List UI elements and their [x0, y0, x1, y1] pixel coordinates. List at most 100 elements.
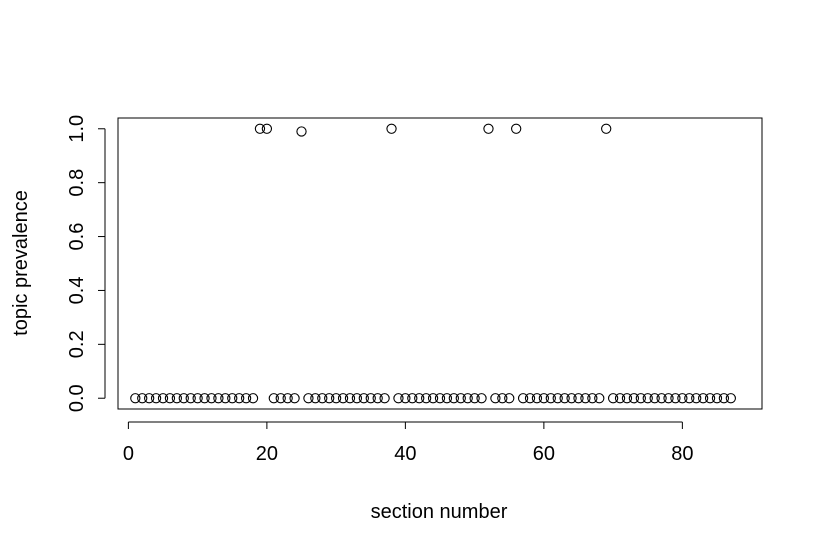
- data-point: [337, 393, 349, 404]
- data-point: [490, 393, 501, 404]
- data-point: [497, 393, 508, 404]
- data-point: [330, 393, 342, 404]
- data-point: [621, 393, 633, 404]
- data-point: [434, 393, 446, 404]
- data-point: [718, 393, 730, 404]
- data-point: [427, 393, 439, 404]
- y-tick-label: 0.6: [66, 223, 88, 251]
- data-point: [192, 393, 203, 404]
- x-axis: 0 20 40 60 80: [123, 421, 693, 465]
- y-tick-label: 0.2: [66, 330, 88, 358]
- data-point: [711, 393, 723, 404]
- data-point: [504, 393, 515, 404]
- data-point: [254, 123, 266, 134]
- data-point: [407, 393, 418, 404]
- data-point: [607, 393, 619, 404]
- data-point: [414, 393, 425, 404]
- data-point: [130, 393, 141, 404]
- data-point: [358, 393, 369, 404]
- data-point: [185, 393, 196, 404]
- data-point: [344, 393, 356, 404]
- data-point: [545, 393, 556, 404]
- data-point: [247, 393, 259, 404]
- data-point: [317, 393, 328, 404]
- data-point: [656, 393, 667, 404]
- data-point: [552, 393, 563, 404]
- data-point: [566, 393, 577, 404]
- y-tick-label: 0.8: [66, 169, 88, 197]
- data-point: [462, 393, 473, 404]
- x-axis-label: section number: [371, 501, 508, 523]
- x-tick-label: 40: [394, 443, 416, 465]
- data-point: [386, 123, 397, 134]
- data-point: [275, 393, 286, 404]
- y-tick-label: 1.0: [66, 115, 88, 143]
- data-point: [261, 123, 273, 134]
- data-point: [691, 393, 702, 404]
- data-point: [144, 393, 155, 404]
- data-point: [511, 123, 522, 134]
- data-point: [538, 393, 550, 404]
- data-point: [171, 393, 183, 404]
- data-point: [164, 393, 176, 404]
- data-point: [379, 393, 390, 404]
- data-point: [351, 393, 363, 404]
- data-point: [448, 393, 459, 404]
- data-point: [594, 393, 605, 404]
- data-point: [289, 393, 300, 404]
- data-point: [649, 393, 660, 404]
- data-point: [573, 393, 584, 404]
- data-point: [324, 393, 335, 404]
- data-point: [531, 393, 543, 404]
- data-point: [697, 393, 709, 404]
- data-point: [614, 393, 626, 404]
- data-point: [684, 393, 695, 404]
- data-point: [635, 393, 646, 404]
- data-point: [628, 393, 640, 404]
- data-point: [268, 393, 279, 404]
- data-point: [220, 393, 231, 404]
- data-point: [227, 393, 238, 404]
- data-point: [677, 393, 688, 404]
- data-point: [421, 393, 432, 404]
- data-point: [137, 393, 148, 404]
- data-point: [455, 393, 466, 404]
- data-point: [213, 393, 224, 404]
- x-tick-label: 60: [533, 443, 555, 465]
- data-point: [483, 123, 494, 134]
- y-axis: 0.0 0.2 0.4 0.6 0.8 1.0: [66, 115, 106, 412]
- data-point: [441, 393, 453, 404]
- data-point: [663, 393, 674, 404]
- x-tick-label: 0: [123, 443, 134, 465]
- data-point: [642, 393, 653, 404]
- y-tick-label: 0.4: [66, 277, 88, 305]
- data-point: [476, 393, 487, 404]
- data-point: [282, 393, 293, 404]
- data-point: [587, 393, 598, 404]
- data-point: [240, 393, 252, 404]
- data-points: [130, 123, 736, 404]
- data-point: [393, 393, 404, 404]
- data-point: [400, 393, 411, 404]
- data-point: [559, 393, 570, 404]
- plot-area-frame: [117, 117, 763, 410]
- data-point: [199, 393, 210, 404]
- y-axis-label: topic prevalence: [10, 190, 32, 336]
- x-tick-label: 80: [671, 443, 693, 465]
- data-point: [580, 393, 591, 404]
- data-point: [524, 393, 536, 404]
- x-tick-label: 20: [256, 443, 278, 465]
- data-point: [725, 393, 736, 404]
- data-point: [670, 393, 681, 404]
- data-point: [601, 123, 612, 134]
- data-point: [303, 393, 314, 404]
- data-point: [372, 393, 383, 404]
- data-point: [517, 393, 529, 404]
- data-point: [206, 393, 217, 404]
- data-point: [150, 393, 162, 404]
- data-point: [296, 126, 307, 137]
- data-point: [469, 393, 480, 404]
- data-point: [310, 393, 321, 404]
- data-point: [234, 393, 245, 404]
